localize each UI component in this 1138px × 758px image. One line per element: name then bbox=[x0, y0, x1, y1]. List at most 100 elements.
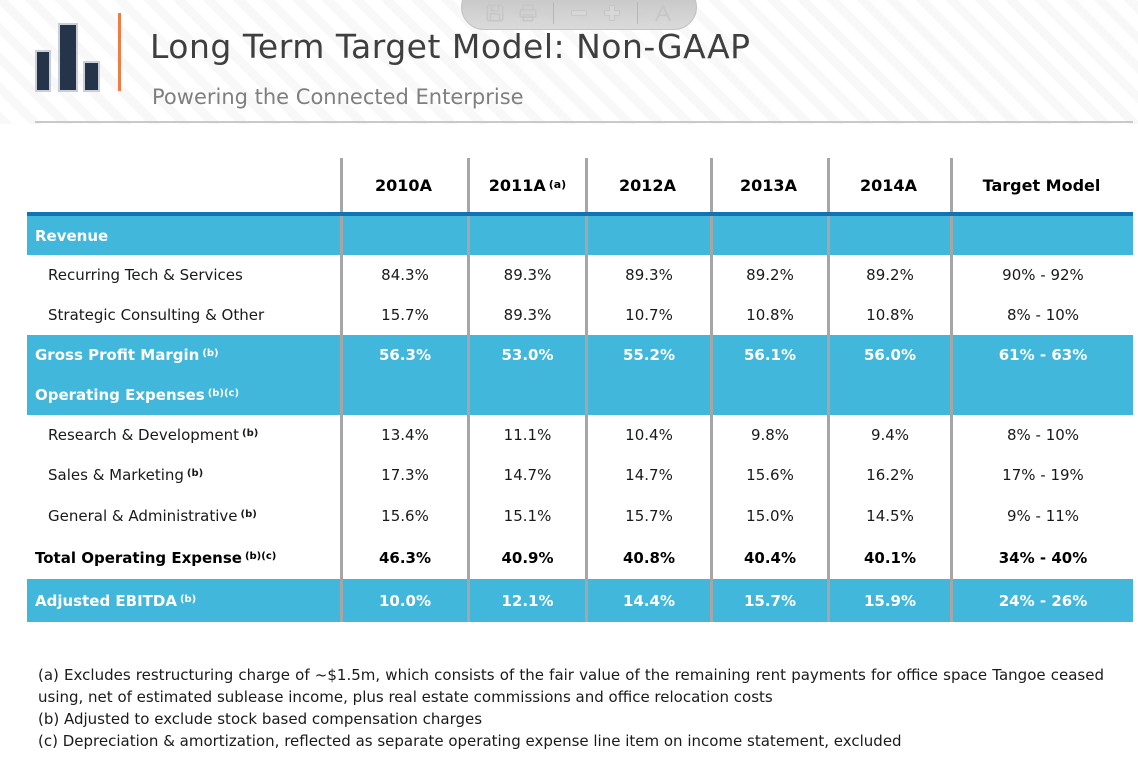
row-label: Gross Profit Margin (b) bbox=[35, 346, 219, 364]
logo-bar-icon bbox=[35, 50, 51, 92]
cell-value: 89.2% bbox=[710, 255, 827, 295]
cell-value: 8% - 10% bbox=[950, 415, 1133, 455]
cell-value: 9.8% bbox=[710, 415, 827, 455]
table-row-general-administrative: General & Administrative (b) 15.6% 15.1% … bbox=[27, 495, 1133, 536]
cell-value: 14.4% bbox=[585, 579, 710, 622]
cell-value: 40.4% bbox=[710, 536, 827, 579]
cell-value: 13.4% bbox=[340, 415, 467, 455]
table-row-sales-marketing: Sales & Marketing (b) 17.3% 14.7% 14.7% 1… bbox=[27, 455, 1133, 495]
toolbar-separator bbox=[637, 2, 638, 24]
title-divider-line bbox=[35, 121, 1133, 123]
cell-value bbox=[585, 375, 710, 415]
cell-value: 15.6% bbox=[340, 495, 467, 536]
row-label: Operating Expenses (b)(c) bbox=[35, 386, 240, 404]
cell-value: 15.1% bbox=[467, 495, 585, 536]
cell-value: 40.9% bbox=[467, 536, 585, 579]
row-label: Recurring Tech & Services bbox=[48, 266, 243, 284]
cell-value: 56.1% bbox=[710, 335, 827, 375]
cell-value: 15.6% bbox=[710, 455, 827, 495]
cell-value: 40.1% bbox=[827, 536, 950, 579]
cell-value: 56.3% bbox=[340, 335, 467, 375]
row-label: Research & Development (b) bbox=[48, 426, 259, 444]
logo-bar-icon bbox=[58, 23, 78, 92]
header-cell: 2010A bbox=[340, 158, 467, 212]
row-label: General & Administrative (b) bbox=[48, 506, 257, 525]
cell-value bbox=[340, 375, 467, 415]
header-cell bbox=[27, 158, 340, 212]
row-label: Strategic Consulting & Other bbox=[48, 306, 265, 324]
zoom-out-icon[interactable] bbox=[567, 1, 591, 25]
row-label: Revenue bbox=[35, 226, 109, 245]
cell-value bbox=[710, 375, 827, 415]
print-icon[interactable] bbox=[516, 1, 540, 25]
table-row-research-development: Research & Development (b) 13.4% 11.1% 10… bbox=[27, 415, 1133, 455]
cell-value: 15.7% bbox=[710, 579, 827, 622]
header-cell: Target Model bbox=[950, 158, 1133, 212]
cell-value: 15.0% bbox=[710, 495, 827, 536]
cell-value: 89.2% bbox=[827, 255, 950, 295]
cell-value: 10.4% bbox=[585, 415, 710, 455]
cell-value: 15.9% bbox=[827, 579, 950, 622]
cell-value: 46.3% bbox=[340, 536, 467, 579]
cell-value: 12.1% bbox=[467, 579, 585, 622]
cell-value bbox=[467, 216, 585, 255]
cell-value: 15.7% bbox=[585, 495, 710, 536]
header-cell: 2014A bbox=[827, 158, 950, 212]
save-icon[interactable] bbox=[483, 1, 507, 25]
cell-value: 61% - 63% bbox=[950, 335, 1133, 375]
cell-value: 55.2% bbox=[585, 335, 710, 375]
cell-value: 10.8% bbox=[827, 295, 950, 335]
header-cell: 2012A bbox=[585, 158, 710, 212]
cell-value: 24% - 26% bbox=[950, 579, 1133, 622]
cell-value: 89.3% bbox=[585, 255, 710, 295]
cell-value: 10.0% bbox=[340, 579, 467, 622]
cell-value: 56.0% bbox=[827, 335, 950, 375]
cell-value: 11.1% bbox=[467, 415, 585, 455]
cell-value bbox=[950, 375, 1133, 415]
cell-value: 34% - 40% bbox=[950, 536, 1133, 579]
cell-value: 9% - 11% bbox=[950, 495, 1133, 536]
pdf-toolbar[interactable] bbox=[461, 0, 697, 30]
cell-value bbox=[827, 375, 950, 415]
cell-value: 89.3% bbox=[467, 295, 585, 335]
financial-table: 2010A 2011A (a) 2012A 2013A 2014A Target … bbox=[27, 158, 1133, 622]
cell-value: 8% - 10% bbox=[950, 295, 1133, 335]
cell-value: 10.8% bbox=[710, 295, 827, 335]
table-row-recurring-tech-services: Recurring Tech & Services 84.3% 89.3% 89… bbox=[27, 255, 1133, 295]
table-row-adjusted-ebitda: Adjusted EBITDA (b) 10.0% 12.1% 14.4% 15.… bbox=[27, 579, 1133, 622]
table-row-revenue: Revenue bbox=[27, 212, 1133, 255]
cell-value bbox=[950, 216, 1133, 255]
table-row-total-operating-expense: Total Operating Expense (b)(c) 46.3% 40.9… bbox=[27, 536, 1133, 579]
acrobat-icon[interactable] bbox=[651, 1, 675, 25]
footnotes: (a) Excludes restructuring charge of ~$1… bbox=[38, 664, 1104, 752]
footnote-c: (c) Depreciation & amortization, reflect… bbox=[38, 732, 902, 750]
table-row-strategic-consulting: Strategic Consulting & Other 15.7% 89.3%… bbox=[27, 295, 1133, 335]
table-header-row: 2010A 2011A (a) 2012A 2013A 2014A Target … bbox=[27, 158, 1133, 212]
header-cell: 2013A bbox=[710, 158, 827, 212]
cell-value bbox=[710, 216, 827, 255]
zoom-in-icon[interactable] bbox=[600, 1, 624, 25]
cell-value bbox=[827, 216, 950, 255]
row-label: Adjusted EBITDA (b) bbox=[35, 591, 197, 610]
row-label: Total Operating Expense (b)(c) bbox=[35, 548, 277, 567]
table-row-operating-expenses: Operating Expenses (b)(c) bbox=[27, 375, 1133, 415]
cell-value bbox=[340, 216, 467, 255]
cell-value: 14.7% bbox=[585, 455, 710, 495]
table-row-gross-profit-margin: Gross Profit Margin (b) 56.3% 53.0% 55.2%… bbox=[27, 335, 1133, 375]
cell-value: 17.3% bbox=[340, 455, 467, 495]
cell-value: 40.8% bbox=[585, 536, 710, 579]
header-cell: 2011A (a) bbox=[467, 158, 585, 212]
cell-value: 84.3% bbox=[340, 255, 467, 295]
cell-value bbox=[467, 375, 585, 415]
cell-value: 53.0% bbox=[467, 335, 585, 375]
footnote-a: (a) Excludes restructuring charge of ~$1… bbox=[38, 666, 1104, 706]
cell-value: 15.7% bbox=[340, 295, 467, 335]
cell-value bbox=[585, 216, 710, 255]
cell-value: 16.2% bbox=[827, 455, 950, 495]
footnote-b: (b) Adjusted to exclude stock based comp… bbox=[38, 710, 483, 728]
logo-bar-icon bbox=[83, 61, 100, 92]
cell-value: 10.7% bbox=[585, 295, 710, 335]
page-subtitle: Powering the Connected Enterprise bbox=[152, 85, 524, 109]
row-label: Sales & Marketing (b) bbox=[48, 466, 204, 484]
